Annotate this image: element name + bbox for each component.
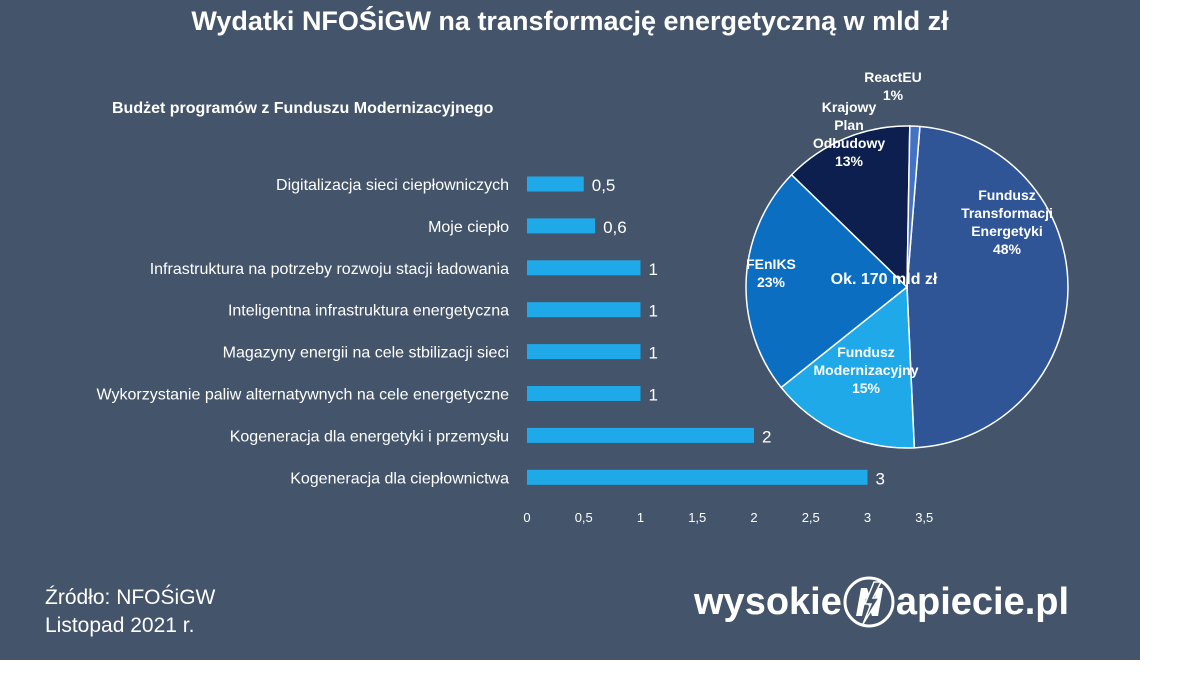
source-line: Źródło: NFOŚiGW bbox=[45, 586, 216, 609]
bar bbox=[527, 344, 641, 360]
pie-slice bbox=[745, 173, 909, 389]
category-label: Infrastruktura na potrzeby rozwoju stacj… bbox=[150, 261, 509, 278]
data-label: 1 bbox=[649, 344, 658, 363]
pie-slice bbox=[906, 125, 1069, 449]
data-label: 0,6 bbox=[603, 218, 627, 237]
bar bbox=[527, 260, 641, 276]
category-label: Moje ciepło bbox=[428, 219, 509, 236]
brand-logo: wysokie apiecie.pl bbox=[694, 574, 1069, 630]
slice-label: Fundusz Transformacji Energetyki 48% bbox=[961, 187, 1053, 257]
source-note: Źródło: NFOŚiGW Listopad 2021 r. bbox=[45, 584, 215, 640]
page-title: Wydatki NFOŚiGW na transformację energet… bbox=[191, 6, 949, 36]
bar bbox=[527, 386, 641, 401]
chart-canvas: Digitalizacja sieci ciepłowniczych 0,5 Moj… bbox=[97, 69, 1069, 525]
x-tick-label: 0,5 bbox=[575, 510, 593, 525]
data-label: 1 bbox=[649, 386, 658, 405]
n-lightning-logo-icon bbox=[843, 576, 895, 628]
slice-label: Krajowy Plan Odbudowy 13% bbox=[813, 99, 886, 169]
x-tick-label: 2 bbox=[750, 510, 757, 525]
bar bbox=[527, 176, 584, 192]
data-label: 1 bbox=[649, 302, 658, 321]
pie-center-label: Ok. 170 mld zł bbox=[831, 271, 938, 288]
logo-text-first: wysokie bbox=[694, 580, 842, 623]
category-label: Inteligentna infrastruktura energetyczna bbox=[228, 303, 509, 320]
x-tick-label: 1,5 bbox=[688, 510, 706, 525]
logo-text-second: apiecie.pl bbox=[895, 580, 1070, 623]
category-label: Digitalizacja sieci ciepłowniczych bbox=[276, 177, 509, 194]
x-tick-label: 3,5 bbox=[915, 510, 933, 525]
x-tick-label: 2,5 bbox=[802, 510, 820, 525]
x-tick-label: 0 bbox=[523, 510, 530, 525]
pie-slice bbox=[780, 285, 916, 449]
pie-slice bbox=[790, 125, 911, 289]
category-label: Wykorzystanie paliw alternatywnych na ce… bbox=[97, 387, 510, 404]
bar bbox=[527, 302, 641, 318]
data-label: 2 bbox=[762, 427, 771, 446]
bar-chart: Digitalizacja sieci ciepłowniczych 0,5 Moj… bbox=[97, 176, 934, 525]
pie-chart: Fundusz Transformacji Energetyki 48% Fundusz… bbox=[745, 69, 1069, 449]
category-label: Kogeneracja dla energetyki i przemysłu bbox=[230, 428, 509, 445]
data-label: 1 bbox=[649, 260, 658, 279]
data-label: 3 bbox=[876, 469, 885, 488]
bar bbox=[527, 469, 868, 485]
x-tick-label: 1 bbox=[637, 510, 644, 525]
data-label: 0,5 bbox=[592, 176, 616, 195]
slice-label: FEnIKS 23% bbox=[746, 256, 796, 290]
category-label: Magazyny energii na cele stbilizacji sie… bbox=[223, 345, 509, 362]
category-label: Kogeneracja dla ciepłownictwa bbox=[290, 470, 509, 487]
bar bbox=[527, 218, 596, 234]
slice-label: ReactEU 1% bbox=[864, 69, 922, 103]
slice-label: Fundusz Modernizacyjny 15% bbox=[813, 344, 918, 396]
bar bbox=[527, 427, 754, 443]
bar-chart-title: Budżet programów z Funduszu Modernizacyj… bbox=[112, 100, 494, 117]
x-tick-label: 3 bbox=[864, 510, 871, 525]
pie-slice bbox=[906, 125, 921, 288]
date-line: Listopad 2021 r. bbox=[45, 614, 195, 637]
